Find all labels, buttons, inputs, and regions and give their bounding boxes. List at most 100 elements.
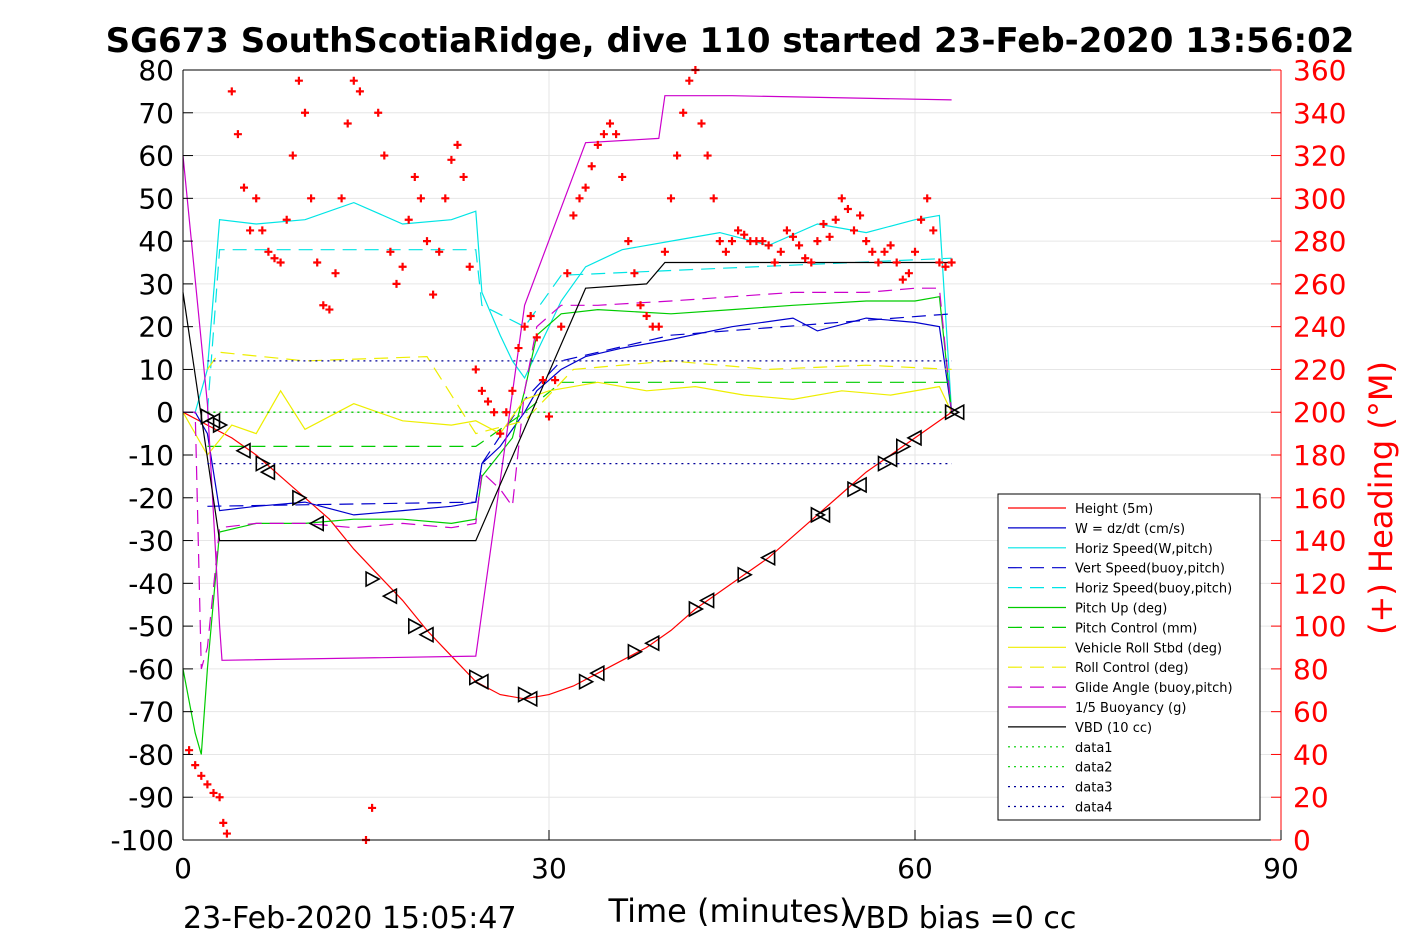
heading-point	[477, 386, 486, 395]
heading-point	[721, 247, 730, 256]
heading-point	[673, 151, 682, 160]
y-tick-label: -40	[128, 567, 174, 600]
y-right-tick-label: 280	[1293, 225, 1346, 258]
y-right-tick-label: 200	[1293, 396, 1346, 429]
heading-point	[508, 386, 517, 395]
dive-arrow-marker	[949, 403, 965, 421]
series-line	[183, 317, 953, 516]
legend: Height (5m) W = dz/dt (cm/s) Horiz Speed(W…	[997, 493, 1261, 821]
y-right-tick-label: 240	[1293, 311, 1346, 344]
dive-arrow-marker	[381, 587, 398, 605]
legend-label: Pitch Control (mm)	[1075, 621, 1197, 636]
heading-point	[917, 215, 926, 224]
heading-point	[575, 194, 584, 203]
y-right-tick-label: 120	[1293, 567, 1346, 600]
heading-point	[496, 429, 505, 438]
heading-point	[618, 172, 627, 181]
y-right-tick-label: 220	[1293, 353, 1346, 386]
heading-point	[319, 301, 328, 310]
heading-point	[325, 305, 334, 314]
dive-arrows	[200, 403, 965, 708]
heading-point	[642, 311, 651, 320]
heading-point	[301, 108, 309, 117]
heading-point	[209, 788, 218, 797]
dive-arrow-marker	[235, 442, 251, 460]
dive-arrow-marker	[212, 416, 229, 434]
dive-arrow-marker	[944, 403, 961, 421]
heading-point	[563, 269, 572, 278]
y-right-tick-label: 100	[1293, 610, 1346, 643]
heading-point	[282, 215, 291, 224]
heading-point	[429, 290, 438, 299]
dive-arrow-marker	[418, 626, 434, 644]
y-right-tick-label: 340	[1293, 97, 1346, 130]
heading-point	[465, 262, 474, 271]
heading-point	[569, 211, 578, 220]
heading-point	[416, 194, 425, 203]
heading-point	[551, 376, 560, 385]
series-line	[182, 411, 952, 700]
legend-label: Pitch Up (deg)	[1075, 602, 1167, 617]
dive-arrow-marker	[698, 592, 715, 609]
y-tick-label: -50	[128, 610, 174, 643]
heading-point	[288, 151, 297, 160]
heading-point	[770, 258, 779, 267]
heading-point	[398, 262, 407, 271]
heading-point	[697, 119, 706, 128]
heading-point	[587, 162, 596, 171]
y-right-tick-label: 140	[1293, 525, 1346, 558]
heading-point	[197, 771, 206, 780]
legend-label: Horiz Speed(W,pitch)	[1075, 542, 1213, 557]
heading-point	[526, 311, 535, 320]
heading-point	[734, 226, 743, 235]
heading-point	[795, 241, 804, 250]
heading-point	[789, 232, 797, 241]
heading-point	[337, 194, 346, 203]
legend-label: data3	[1075, 781, 1113, 796]
heading-point	[252, 194, 261, 203]
series-lines	[182, 95, 953, 755]
y-tick-label: -80	[128, 738, 174, 771]
legend-label: data4	[1075, 801, 1113, 816]
heading-point	[654, 322, 663, 331]
heading-point	[404, 215, 413, 224]
y-tick-label: 80	[138, 54, 174, 87]
x-tick-label: 60	[897, 852, 933, 885]
heading-point	[453, 140, 462, 149]
heading-point	[294, 76, 303, 85]
heading-point	[203, 780, 212, 789]
y-tick-label: -60	[128, 653, 174, 686]
legend-label: data2	[1075, 761, 1113, 776]
y-tick-label: -20	[128, 482, 174, 515]
heading-point	[222, 829, 231, 838]
series-line	[183, 201, 953, 413]
heading-point	[233, 130, 242, 139]
heading-point	[880, 247, 889, 256]
heading-point	[343, 119, 352, 128]
heading-point	[368, 803, 377, 812]
heading-point	[904, 269, 913, 278]
heading-point	[929, 226, 938, 235]
heading-point	[807, 258, 816, 267]
heading-point	[819, 220, 828, 228]
heading-point	[240, 183, 248, 192]
dive-arrow-marker	[627, 643, 644, 661]
heading-point	[801, 254, 810, 263]
legend-label: Vert Speed(buoy,pitch)	[1075, 562, 1225, 577]
heading-point	[667, 194, 675, 203]
left-tick-labels: 80 70 60 50 40 30 20 10 0 -10 -20 -30 -40 -50 -60 -70 -8…	[110, 54, 174, 857]
heading-point	[215, 793, 224, 802]
y-right-tick-label: 180	[1293, 439, 1346, 472]
legend-label: Horiz Speed(buoy,pitch)	[1075, 582, 1232, 597]
heading-point	[758, 237, 767, 246]
heading-point	[911, 247, 919, 256]
dive-arrow-marker	[255, 455, 271, 472]
dive-arrow-marker	[408, 617, 424, 635]
right-axis-label: (+) Heading (°M)	[1362, 361, 1400, 635]
y-right-tick-label: 60	[1293, 696, 1329, 729]
heading-point	[264, 247, 273, 256]
y-right-tick-label: 20	[1293, 781, 1329, 814]
heading-point	[258, 226, 267, 235]
heading-point	[471, 365, 480, 374]
heading-point	[728, 237, 736, 246]
